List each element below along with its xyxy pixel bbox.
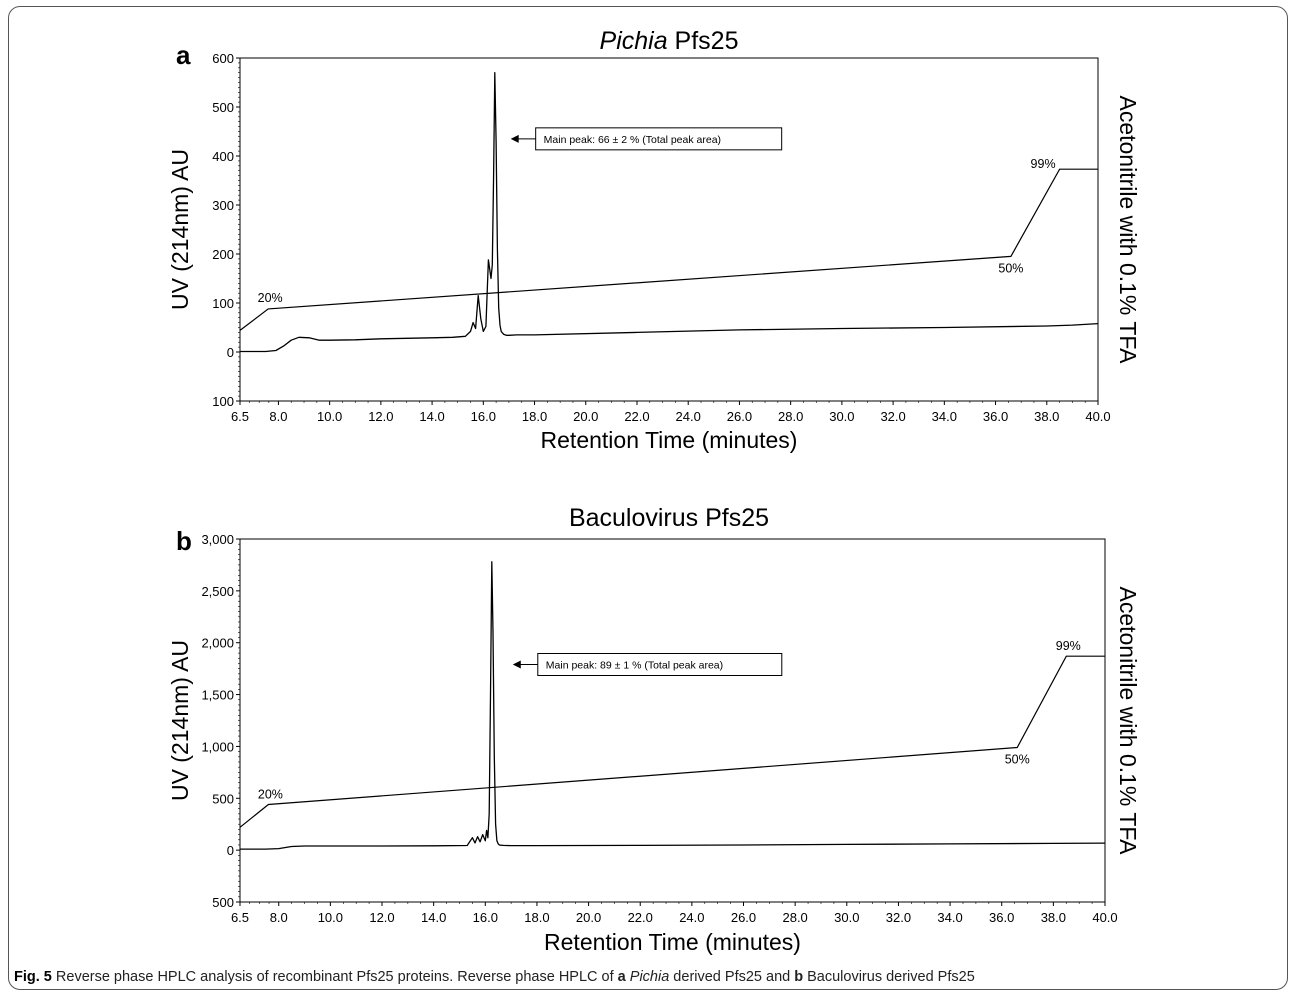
y-tick-label: 100: [212, 394, 234, 409]
x-tick-label: 40.0: [1085, 409, 1110, 424]
caption-pichia: Pichia: [629, 969, 670, 985]
figure-caption: Fig. 5 Reverse phase HPLC analysis of re…: [14, 969, 975, 985]
y-tick-label: 0: [227, 345, 234, 360]
chart-panel-a: a Pichia Pfs25 100 0 100 200 300 400 500 600 6.5 8.…: [167, 27, 1141, 453]
y-tick-label: 0: [227, 843, 234, 858]
x-tick-label: 28.0: [782, 910, 807, 925]
gradient-line: [239, 168, 1098, 331]
x-tick-label: 30.0: [829, 409, 854, 424]
gradient-percent-label: 50%: [998, 261, 1023, 275]
plot-frame: [239, 57, 1099, 402]
caption-text-1: Reverse phase HPLC analysis of recombina…: [51, 969, 618, 985]
caption-text-2: derived Pfs25 and: [669, 969, 795, 985]
x-tick-label: 10.0: [318, 910, 343, 925]
gradient-percent-label: 20%: [258, 291, 283, 305]
y-tick-label: 500: [212, 100, 234, 115]
gradient-percent-label: 99%: [1056, 639, 1081, 653]
x-tick-label: 24.0: [679, 910, 704, 925]
y2-axis-label: Acetonitrile with 0.1% TFA: [1115, 95, 1141, 364]
caption-text-3: Baculovirus derived Pfs25: [803, 969, 975, 985]
x-tick-label: 38.0: [1041, 910, 1066, 925]
uv-trace-line: [240, 561, 1106, 850]
figure-frame: [8, 6, 1288, 990]
x-tick-label: 6.5: [231, 409, 249, 424]
gradient-line: [239, 655, 1105, 828]
x-axis-label: Retention Time (minutes): [544, 929, 801, 955]
x-tick-label: 32.0: [886, 910, 911, 925]
caption-panel-a: a: [617, 969, 626, 985]
x-tick-label: 32.0: [880, 409, 905, 424]
panel-letter: b: [176, 526, 192, 556]
annotation-text: Main peak: 89 ± 1 % (Total peak area): [546, 659, 723, 671]
x-tick-label: 16.0: [473, 910, 498, 925]
x-tick-label: 10.0: [317, 409, 342, 424]
y-tick-label: 2,500: [201, 584, 234, 599]
y-axis-label: UV (214nm) AU: [167, 149, 193, 310]
x-tick-label: 30.0: [834, 910, 859, 925]
y-tick-label: 1,000: [201, 739, 234, 754]
y-tick-label: 500: [212, 791, 234, 806]
x-tick-label: 26.0: [727, 409, 752, 424]
x-tick-label: 14.0: [419, 409, 444, 424]
annotation-arrowhead: [512, 660, 521, 669]
x-tick-label: 18.0: [522, 409, 547, 424]
gradient-percent-label: 99%: [1031, 157, 1056, 171]
y-tick-label: 400: [212, 149, 234, 164]
y2-axis-label: Acetonitrile with 0.1% TFA: [1115, 586, 1141, 855]
annotation-arrowhead: [510, 134, 519, 143]
x-tick-label: 36.0: [989, 910, 1014, 925]
x-tick-label: 12.0: [368, 409, 393, 424]
chart-title: Pichia Pfs25: [600, 27, 739, 55]
y-tick-label: 200: [212, 247, 234, 262]
x-tick-label: 6.5: [231, 910, 249, 925]
x-tick-label: 28.0: [778, 409, 803, 424]
x-tick-label: 12.0: [369, 910, 394, 925]
x-tick-label: 22.0: [624, 409, 649, 424]
chart-title-text: Pfs25: [668, 27, 739, 55]
plot-frame: [239, 538, 1106, 903]
x-axis-label: Retention Time (minutes): [541, 427, 798, 453]
x-tick-label: 40.0: [1092, 910, 1117, 925]
gradient-percent-label: 20%: [258, 788, 283, 802]
annotation-text: Main peak: 66 ± 2 % (Total peak area): [544, 134, 721, 146]
x-tick-label: 8.0: [270, 910, 288, 925]
gradient-percent-label: 50%: [1005, 752, 1030, 766]
y-tick-label: 300: [212, 198, 234, 213]
x-tick-label: 20.0: [576, 910, 601, 925]
panel-letter: a: [176, 40, 191, 70]
x-tick-label: 38.0: [1034, 409, 1059, 424]
y-tick-label: 1,500: [201, 688, 234, 703]
x-tick-label: 36.0: [983, 409, 1008, 424]
x-tick-label: 14.0: [421, 910, 446, 925]
chart-panel-b: b Baculovirus Pfs25 500 0 500 1,000 1,500 2,000…: [167, 504, 1141, 955]
y-axis-label: UV (214nm) AU: [167, 640, 193, 801]
y-tick-label: 600: [212, 51, 234, 66]
y-tick-label: 2,000: [201, 636, 234, 651]
y-tick-label: 3,000: [201, 532, 234, 547]
x-tick-label: 20.0: [573, 409, 598, 424]
y-tick-label: 500: [212, 895, 234, 910]
hplc-figure: a Pichia Pfs25 100 0 100 200 300 400 500 600 6.5 8.…: [167, 27, 1141, 955]
y-tick-label: 100: [212, 296, 234, 311]
uv-trace-line: [240, 72, 1099, 353]
x-tick-label: 24.0: [676, 409, 701, 424]
x-tick-label: 34.0: [932, 409, 957, 424]
x-tick-label: 16.0: [471, 409, 496, 424]
x-tick-label: 34.0: [937, 910, 962, 925]
x-tick-label: 26.0: [731, 910, 756, 925]
caption-panel-b: b: [794, 969, 804, 985]
x-tick-label: 18.0: [524, 910, 549, 925]
x-tick-label: 22.0: [628, 910, 653, 925]
caption-fig-label: Fig. 5: [14, 969, 52, 985]
x-tick-label: 8.0: [269, 409, 287, 424]
chart-title: Baculovirus Pfs25: [569, 504, 769, 532]
chart-title-text: Baculovirus Pfs25: [569, 504, 769, 532]
chart-title-italic: Pichia: [600, 27, 668, 55]
